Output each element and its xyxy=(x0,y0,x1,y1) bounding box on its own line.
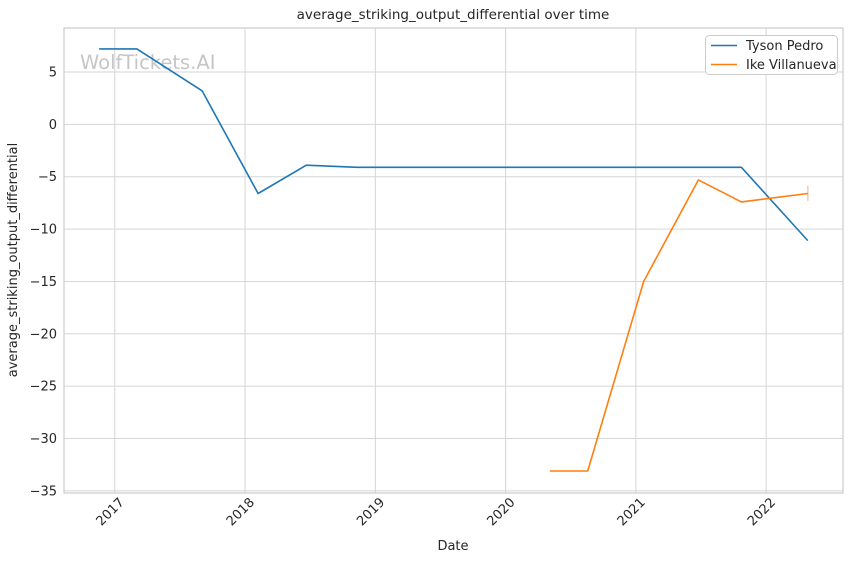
x-tick-label: 2018 xyxy=(224,495,258,529)
x-tick-label: 2019 xyxy=(354,495,388,529)
legend-label-tyson-pedro: Tyson Pedro xyxy=(745,39,823,54)
y-tick-label: −10 xyxy=(30,223,57,238)
y-tick-label: −25 xyxy=(30,380,57,395)
series-line-ike-villanueva xyxy=(549,179,808,472)
x-axis-label: Date xyxy=(437,539,468,554)
y-tick-labels: 5 0 −5 −10 −15 −20 −25 −30 −35 xyxy=(30,65,57,499)
legend-box xyxy=(705,35,838,75)
y-tick-label: 0 xyxy=(49,118,57,133)
series-lines xyxy=(99,48,809,472)
legend-label-ike-villanueva: Ike Villanueva xyxy=(746,58,837,73)
y-tick-label: −30 xyxy=(30,432,57,447)
x-tick-label: 2017 xyxy=(94,495,128,529)
x-tick-label: 2022 xyxy=(745,495,779,529)
x-tick-labels: 2017 2018 2019 2020 2021 2022 xyxy=(94,495,779,529)
y-tick-label: −35 xyxy=(30,484,57,499)
y-tick-label: −20 xyxy=(30,327,57,342)
y-tick-label: −5 xyxy=(38,170,57,185)
y-tick-label: 5 xyxy=(49,65,57,80)
series-line-tyson-pedro xyxy=(99,48,809,242)
x-tick-label: 2021 xyxy=(615,495,649,529)
gridlines xyxy=(64,28,843,493)
plot-border xyxy=(63,27,844,494)
y-tick-label: −15 xyxy=(30,275,57,290)
watermark: WolfTickets.AI xyxy=(80,51,216,74)
legend: Tyson Pedro Ike Villanueva xyxy=(705,35,838,75)
chart-title: average_striking_output_differential ove… xyxy=(297,7,610,23)
y-axis-label: average_striking_output_differential xyxy=(6,143,21,377)
x-tick-label: 2020 xyxy=(484,495,518,529)
